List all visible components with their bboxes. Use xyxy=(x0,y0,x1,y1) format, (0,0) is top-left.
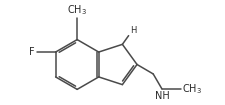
Text: NH: NH xyxy=(155,91,169,101)
Text: H: H xyxy=(130,26,136,35)
Text: CH$_3$: CH$_3$ xyxy=(182,82,202,96)
Text: CH$_3$: CH$_3$ xyxy=(67,3,87,17)
Text: F: F xyxy=(29,47,35,57)
